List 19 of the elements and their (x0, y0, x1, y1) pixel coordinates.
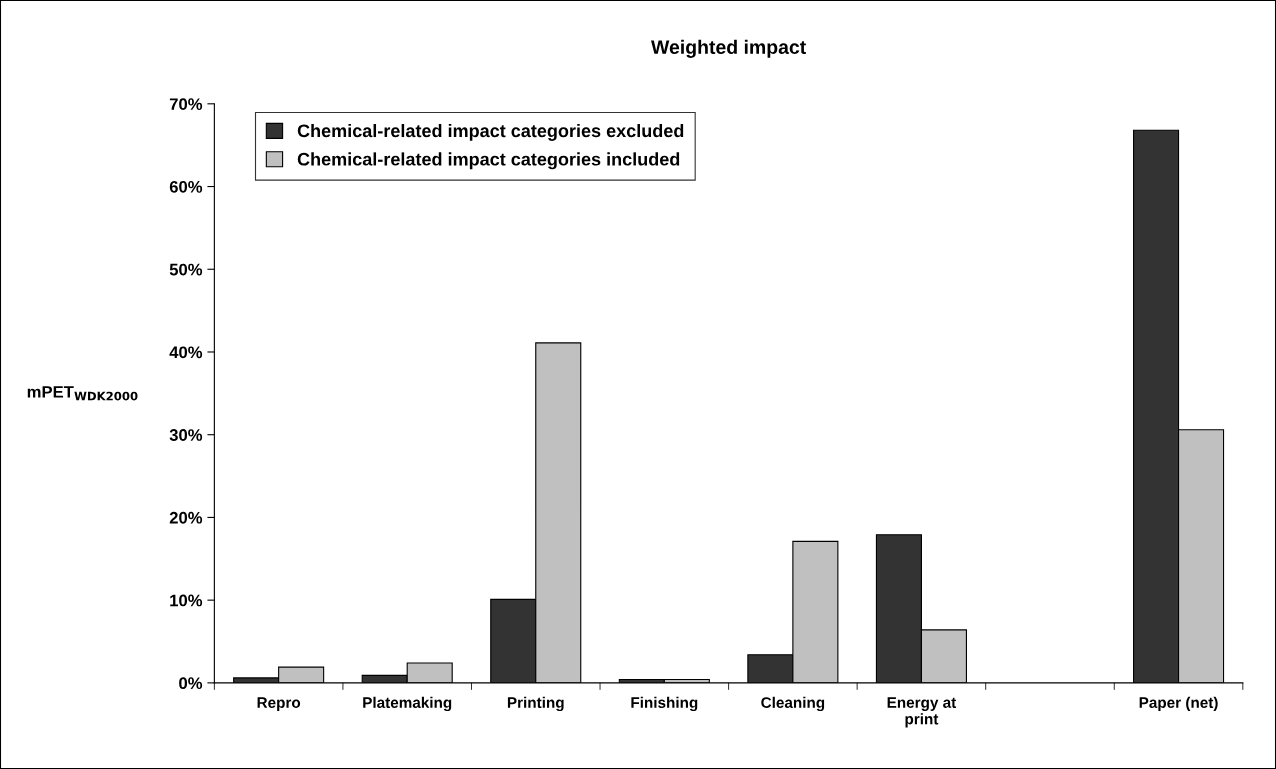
y-tick-label: 20% (169, 511, 203, 524)
y-tick-label: 60% (169, 180, 203, 193)
y-tick-label: 10% (170, 594, 203, 607)
y-tick-label: 50% (169, 263, 203, 276)
x-tick-label: Printing (507, 696, 564, 712)
legend-label: Chemical-related impact categories excluded (297, 123, 684, 141)
y-tick-label: 30% (169, 429, 203, 441)
x-tick-label: Platemaking (363, 696, 452, 712)
y-tick-label: 70% (169, 98, 203, 111)
chart-title: Weighted impact (651, 39, 806, 58)
x-tick-label: Repro (257, 697, 301, 711)
y-tick-label: 0% (179, 677, 203, 690)
x-tick-label: Cleaning (761, 696, 825, 712)
x-tick-label: Finishing (631, 696, 698, 712)
x-tick-label: Paper (net) (1139, 696, 1218, 711)
y-axis-title: mPET$_{WDK2000}$ (27, 386, 138, 401)
x-tick-label: Energy at print (887, 697, 957, 728)
legend-label: Chemical-related impact categories included (297, 152, 680, 170)
y-tick-label: 40% (169, 346, 203, 359)
